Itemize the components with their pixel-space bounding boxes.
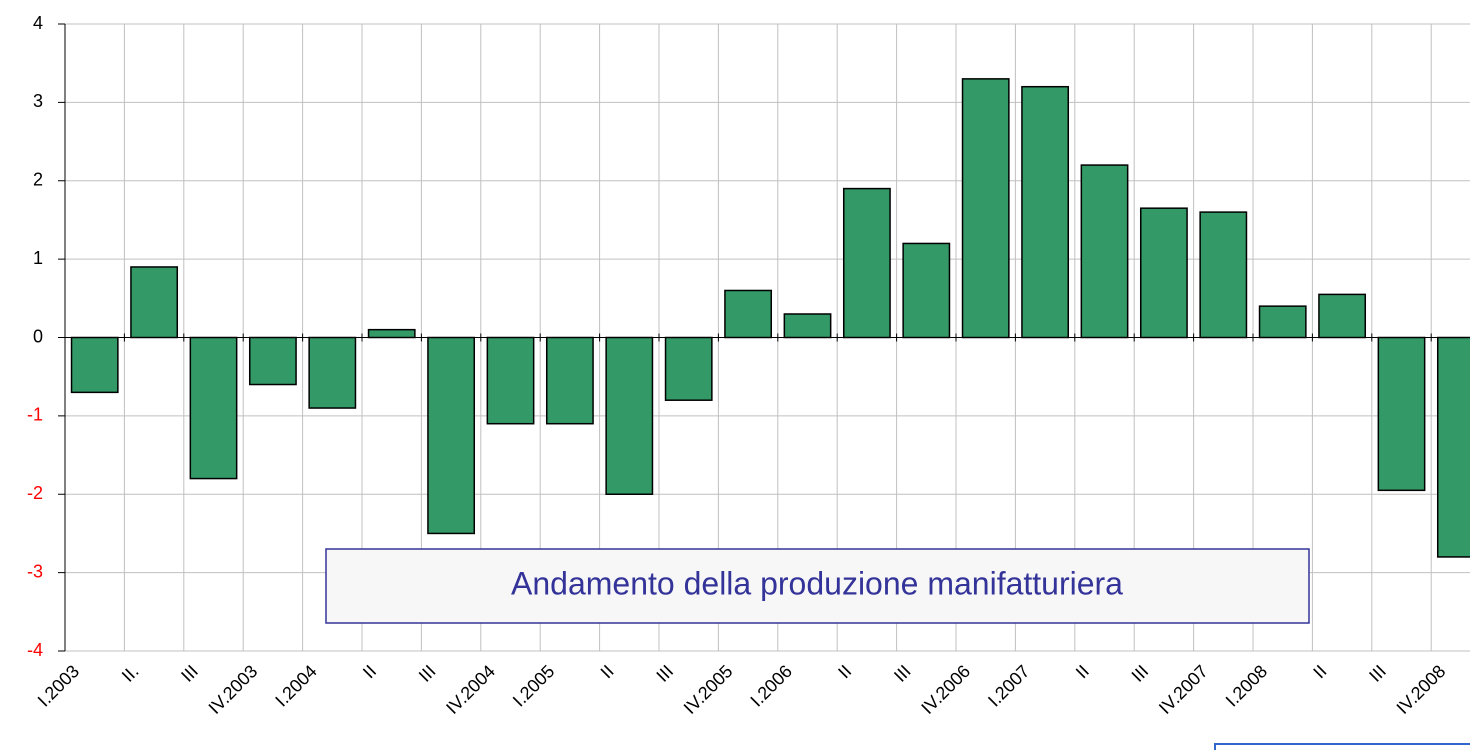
x-tick-label: IV.2005: [680, 661, 737, 718]
x-tick-label: II: [834, 661, 855, 682]
x-tick-label: IV.2004: [442, 661, 499, 718]
x-tick-label: IV.2008: [1393, 661, 1450, 718]
y-tick-label: 1: [33, 248, 43, 268]
bar: [1258, 305, 1307, 339]
bar: [427, 336, 476, 535]
y-tick-label: 2: [33, 170, 43, 190]
bar: [1377, 336, 1426, 492]
bar: [902, 242, 951, 339]
y-tick-label: 3: [33, 91, 43, 111]
x-tick-label: IV.2006: [917, 661, 974, 718]
bar: [70, 336, 119, 394]
bar: [486, 336, 535, 425]
x-tick-label: III: [890, 661, 915, 686]
x-tick-label: III: [652, 661, 677, 686]
bar: [842, 187, 891, 339]
x-tick-label: I.2004: [271, 661, 321, 711]
x-tick-label: I.2005: [509, 661, 559, 711]
title-box: [325, 548, 1310, 624]
bar: [961, 78, 1010, 339]
bar: [1021, 85, 1070, 339]
x-tick-label: II: [1072, 661, 1093, 682]
x-tick-label: II: [359, 661, 380, 682]
bar: [1318, 293, 1367, 339]
bar: [1139, 207, 1188, 339]
bar: [308, 336, 357, 409]
x-tick-label: II: [597, 661, 618, 682]
bar: [130, 266, 179, 339]
bar: [1199, 211, 1248, 339]
bar: [1080, 164, 1129, 339]
chart-title: Andamento della produzione manifatturier…: [511, 565, 1123, 601]
bar: [1436, 336, 1470, 558]
y-tick-label: 0: [33, 326, 43, 346]
bar: [605, 336, 654, 495]
bar: [724, 289, 773, 339]
y-tick-label: -3: [27, 561, 43, 581]
bar: [545, 336, 594, 425]
y-tick-label: -2: [27, 483, 43, 503]
corner-box: [1214, 743, 1470, 750]
x-tick-label: III: [1365, 661, 1390, 686]
x-tick-label: II: [1309, 661, 1330, 682]
x-tick-label: IV.2007: [1155, 661, 1212, 718]
bar: [664, 336, 713, 401]
bar: [783, 313, 832, 339]
bar: [189, 336, 238, 480]
x-tick-label: I.2007: [984, 661, 1034, 711]
x-tick-label: II.: [118, 661, 143, 686]
x-tick-label: III: [177, 661, 202, 686]
x-tick-label: I.2003: [34, 661, 84, 711]
bars: [70, 78, 1470, 558]
x-tick-label: III: [1128, 661, 1153, 686]
x-tick-label: III: [415, 661, 440, 686]
bar: [248, 336, 297, 386]
x-tick-label: I.2006: [746, 661, 796, 711]
y-tick-label: 4: [33, 13, 43, 33]
y-tick-label: -4: [27, 640, 43, 660]
x-tick-label: IV.2003: [205, 661, 262, 718]
bar: [367, 328, 416, 339]
y-tick-label: -1: [27, 405, 43, 425]
x-tick-label: I.2008: [1222, 661, 1272, 711]
